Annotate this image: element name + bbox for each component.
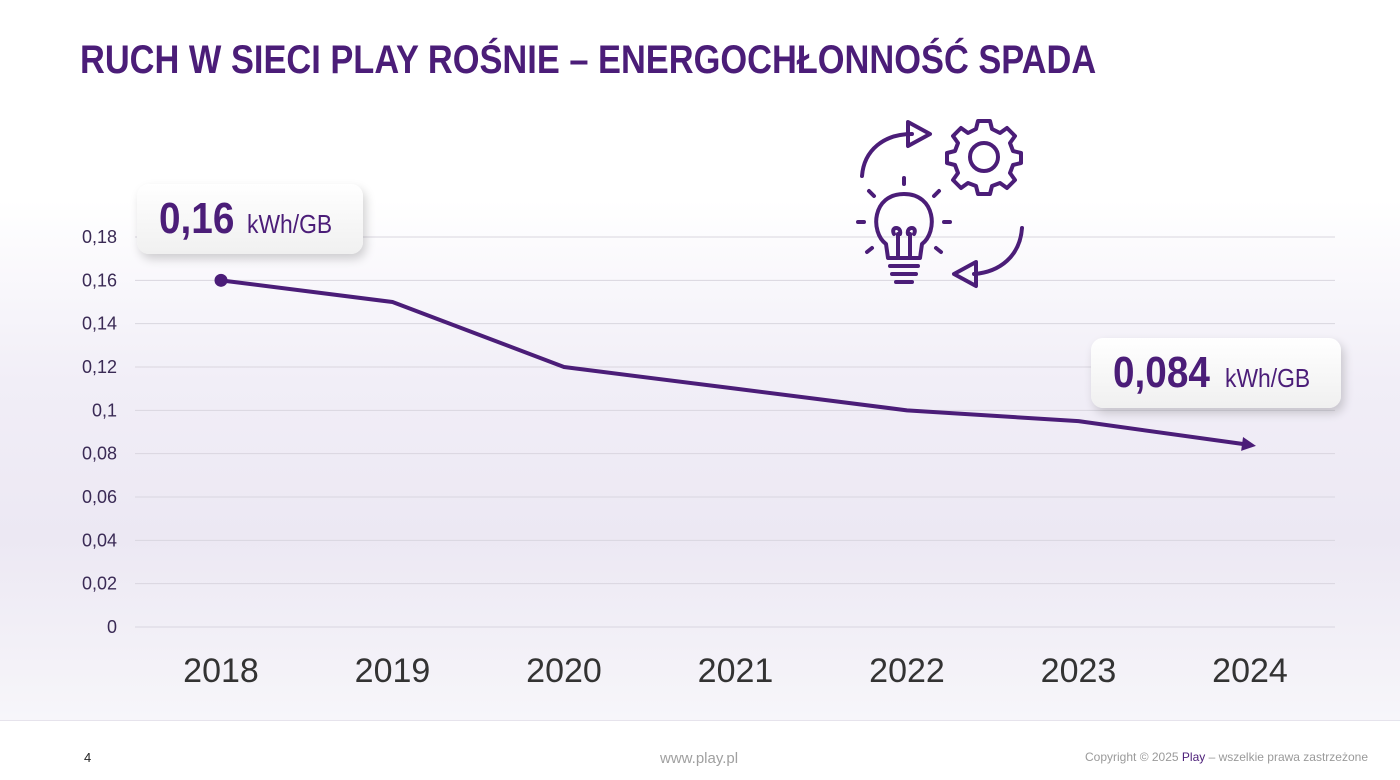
start-value-callout: 0,16 kWh/GB — [137, 184, 363, 254]
website-link[interactable]: www.play.pl — [660, 750, 739, 767]
background-gradient — [0, 200, 1400, 720]
copyright-prefix: Copyright © 2025 — [1085, 750, 1182, 764]
end-value-callout: 0,084 kWh/GB — [1091, 338, 1341, 408]
x-tick-label: 2022 — [869, 652, 945, 690]
x-tick-label: 2021 — [698, 652, 774, 690]
y-tick-label: 0,02 — [82, 574, 117, 594]
y-tick-label: 0,14 — [82, 314, 117, 334]
x-tick-label: 2019 — [355, 652, 431, 690]
end-arrowhead — [1241, 436, 1256, 451]
y-axis-ticks: 0 0,02 0,04 0,06 0,08 0,1 0,12 0,14 0,16 0,18 — [82, 227, 117, 637]
efficiency-illustration — [856, 119, 1024, 288]
page-title: RUCH W SIECI PLAY ROŚNIE – ENERGOCHŁONNO… — [80, 38, 1097, 82]
copyright-brand: Play — [1181, 750, 1206, 764]
y-tick-label: 0,04 — [82, 530, 117, 550]
start-marker — [214, 273, 228, 287]
x-tick-label: 2020 — [526, 652, 602, 690]
x-axis-ticks: 2018 2019 2020 2021 2022 2023 2024 — [183, 652, 1288, 690]
x-tick-label: 2024 — [1212, 652, 1288, 690]
y-tick-label: 0,16 — [82, 270, 117, 290]
series-line — [214, 273, 1256, 451]
page-number: 4 — [84, 750, 92, 765]
y-tick-label: 0,08 — [82, 444, 117, 464]
copyright-notice: Copyright © 2025 Play – wszelkie prawa z… — [1085, 750, 1368, 764]
series-line-path — [219, 278, 1245, 446]
x-tick-label: 2018 — [183, 652, 259, 690]
gear-icon — [945, 119, 1023, 196]
y-tick-label: 0 — [107, 617, 117, 637]
lightbulb-icon — [856, 176, 952, 284]
arrow-cycle-icon — [860, 120, 1024, 288]
y-tick-label: 0,18 — [82, 227, 117, 247]
y-tick-label: 0,1 — [92, 400, 117, 420]
end-value: 0,084 — [1113, 348, 1210, 397]
y-tick-label: 0,12 — [82, 357, 117, 377]
footer-divider — [0, 720, 1400, 721]
copyright-suffix: – wszelkie prawa zastrzeżone — [1205, 750, 1368, 764]
end-unit: kWh/GB — [1225, 363, 1311, 393]
start-unit: kWh/GB — [246, 209, 332, 239]
y-tick-label: 0,06 — [82, 487, 117, 507]
start-value: 0,16 — [159, 194, 235, 243]
x-tick-label: 2023 — [1041, 652, 1117, 690]
